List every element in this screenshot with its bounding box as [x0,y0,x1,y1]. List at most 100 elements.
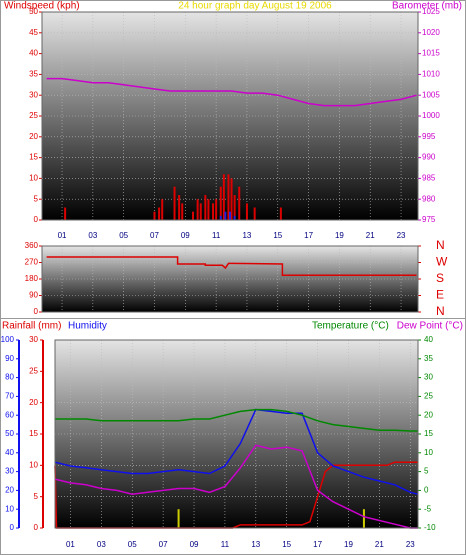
x-tick-label: 11 [221,540,230,549]
x-tick-label: 13 [242,231,251,240]
x-tick-label: 23 [406,540,415,549]
chart-title: 24 hour graph day August 19 2006 [178,1,332,12]
y2-tick-label: 980 [422,194,436,203]
y2-tick-label: 30 [424,373,433,382]
y-tick-label: 30 [29,90,38,99]
bar [253,207,256,220]
y-tick-label: 20 [29,398,38,407]
x-tick-label: 21 [366,231,375,240]
line [46,77,417,107]
y3-tick-label: 90 [5,354,14,363]
plot-border [41,11,419,221]
y2-tick-label: 40 [424,335,433,344]
y2-tick-label: S [436,271,444,285]
bar [227,174,230,220]
x-tick-label: 19 [344,540,353,549]
y-tick-label: 10 [29,460,38,469]
x-tick-label: 09 [190,540,199,549]
y2-tick-label: N [436,238,445,252]
y-tick-label: 180 [25,274,39,283]
bar [222,174,225,220]
y2-tick-label: 1020 [422,28,440,37]
y3-tick-label: 0 [10,523,15,532]
bar [207,199,210,220]
y2-tick-label: -10 [424,523,436,532]
bar [219,186,222,220]
y2-tick-label: 1005 [422,90,440,99]
y-tick-label: 270 [25,258,39,267]
y-tick-label: 360 [25,241,39,250]
bar [153,211,156,220]
x-tick-label: 21 [375,540,384,549]
y2-tick-label: 975 [422,215,436,224]
y-tick-label: 15 [29,153,38,162]
bar [161,199,164,220]
y-tick-label: 5 [34,492,39,501]
plot-border [54,339,419,529]
series-label: Windspeed (kph) [4,1,80,12]
series-label: Dew Point (°C) [397,321,463,332]
x-tick-label: 19 [335,231,344,240]
x-tick-label: 05 [119,231,128,240]
y2-tick-label: N [436,304,445,318]
x-tick-label: 01 [66,540,75,549]
y-tick-label: 0 [34,523,39,532]
y3-tick-label: 30 [5,467,14,476]
bar [212,203,215,220]
bar [238,186,241,220]
bar [204,195,207,220]
bar [229,211,231,220]
y3-tick-label: 20 [5,486,14,495]
y-tick-label: 5 [34,194,39,203]
y2-tick-label: E [436,288,444,302]
bar [178,195,181,220]
series-label: Humidity [68,321,107,332]
y-tick-label: 20 [29,132,38,141]
y2-tick-label: W [436,255,448,269]
line [54,408,419,495]
plot-area [42,12,418,220]
series-label: Rainfall (mm) [2,321,61,332]
bar [199,203,202,220]
x-tick-label: 17 [313,540,322,549]
y2-tick-label: 990 [422,153,436,162]
x-tick-label: 23 [397,231,406,240]
bar [181,203,184,220]
y3-tick-label: 100 [1,335,15,344]
x-tick-label: 03 [97,540,106,549]
bar [158,207,161,220]
bar [64,207,67,220]
y2-tick-label: 1015 [422,49,440,58]
y-tick-label: 10 [29,174,38,183]
line [54,444,418,529]
y2-tick-label: 10 [424,448,433,457]
y3-tick-label: 40 [5,448,14,457]
x-tick-label: 05 [128,540,137,549]
y-tick-label: 45 [29,28,38,37]
y3-tick-label: 60 [5,410,14,419]
line [46,256,417,277]
y2-tick-label: 15 [424,429,433,438]
y2-tick-label: 35 [424,354,433,363]
y2-tick-label: 5 [424,467,429,476]
line [55,408,418,432]
y2-tick-label: 1000 [422,111,440,120]
x-tick-label: 03 [88,231,97,240]
y-tick-label: 0 [34,307,39,316]
x-tick-label: 09 [181,231,190,240]
bar [173,186,176,220]
x-tick-label: 15 [282,540,291,549]
y2-tick-label: 995 [422,132,436,141]
bar [279,207,282,220]
y2-tick-label: -5 [424,504,432,513]
plot-border [41,245,419,313]
bar [233,215,236,220]
y-tick-label: 30 [29,335,38,344]
y2-tick-label: 0 [424,486,429,495]
x-tick-label: 17 [304,231,313,240]
plot-area [42,246,418,312]
bar [177,509,180,528]
y-tick-label: 0 [34,215,39,224]
y3-tick-label: 10 [5,504,14,513]
y-tick-label: 90 [29,291,38,300]
